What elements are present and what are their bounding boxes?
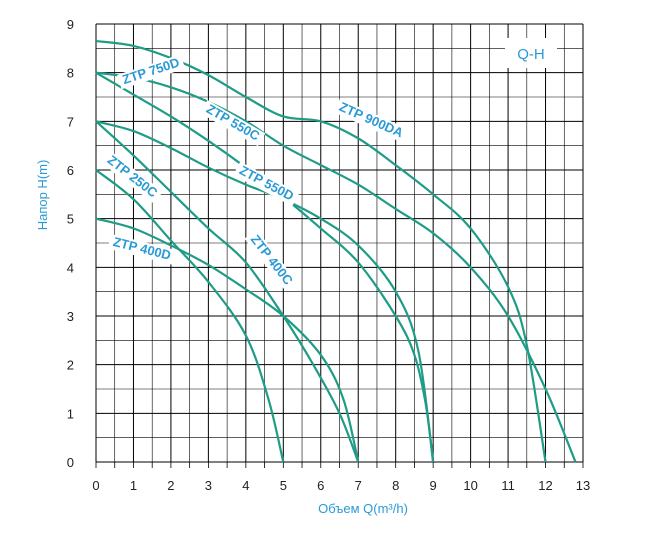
y-tick-label: 4 xyxy=(67,260,74,275)
y-tick-label: 3 xyxy=(67,309,74,324)
x-tick-label: 0 xyxy=(92,478,99,493)
series-label-ztp-550c: ZTP 550C xyxy=(204,101,263,144)
series-label-bg xyxy=(199,99,266,147)
x-tick-label: 1 xyxy=(130,478,137,493)
series-line-ztp-400d xyxy=(95,217,360,463)
grid xyxy=(95,23,584,468)
y-axis-label: Напор H(m) xyxy=(35,160,50,231)
y-tick-labels: 0 1 2 3 4 5 6 7 8 9 xyxy=(67,17,74,470)
series-label-group: ZTP 900DA xyxy=(333,98,408,143)
series-label-group: ZTP 550C xyxy=(199,99,266,147)
series-lines xyxy=(95,39,577,463)
series-label-bg xyxy=(100,150,163,204)
x-tick-label: 11 xyxy=(501,478,515,493)
x-tick-label: 9 xyxy=(430,478,437,493)
x-tick-label: 2 xyxy=(167,478,174,493)
series-label-ztp-400d: ZTP 400D xyxy=(112,234,173,263)
series-line-ztp-550c xyxy=(95,71,577,463)
series-label-group: ZTP 400D xyxy=(107,233,177,265)
series-label-bg xyxy=(107,233,177,265)
y-tick-label: 1 xyxy=(67,406,74,421)
x-tick-label: 12 xyxy=(538,478,552,493)
y-tick-label: 5 xyxy=(67,212,74,227)
series-line-ztp-250c xyxy=(95,169,285,463)
y-tick-label: 0 xyxy=(67,455,74,470)
x-tick-labels: 0 1 2 3 4 5 6 7 8 9 10 11 12 13 xyxy=(92,478,590,493)
x-tick-label: 10 xyxy=(463,478,477,493)
x-tick-label: 4 xyxy=(242,478,249,493)
series-label-ztp-400c: ZTP 400C xyxy=(248,232,297,288)
series-line-ztp-400c xyxy=(95,120,360,463)
x-tick-label: 7 xyxy=(355,478,362,493)
series-label-bg xyxy=(117,54,186,90)
series-label-group: ZTP 750D xyxy=(117,54,186,90)
y-tick-label: 2 xyxy=(67,358,74,373)
x-axis-label: Объем Q(m³/h) xyxy=(318,501,408,516)
badge-box xyxy=(505,38,557,68)
series-label-bg xyxy=(333,98,408,143)
series-label-bg xyxy=(244,229,298,292)
y-tick-label: 6 xyxy=(67,163,74,178)
y-tick-label: 8 xyxy=(67,66,74,81)
series-label-bg xyxy=(233,161,300,207)
x-tick-label: 5 xyxy=(280,478,287,493)
x-tick-label: 6 xyxy=(317,478,324,493)
series-line-ztp-750d xyxy=(95,71,435,463)
x-tick-label: 3 xyxy=(205,478,212,493)
x-tick-label: 8 xyxy=(392,478,399,493)
badge-text: Q-H xyxy=(517,46,545,63)
y-tick-label: 9 xyxy=(67,17,74,32)
series-label-group: ZTP 400C xyxy=(244,229,298,292)
x-tick-label: 13 xyxy=(576,478,590,493)
y-tick-label: 7 xyxy=(67,114,74,129)
